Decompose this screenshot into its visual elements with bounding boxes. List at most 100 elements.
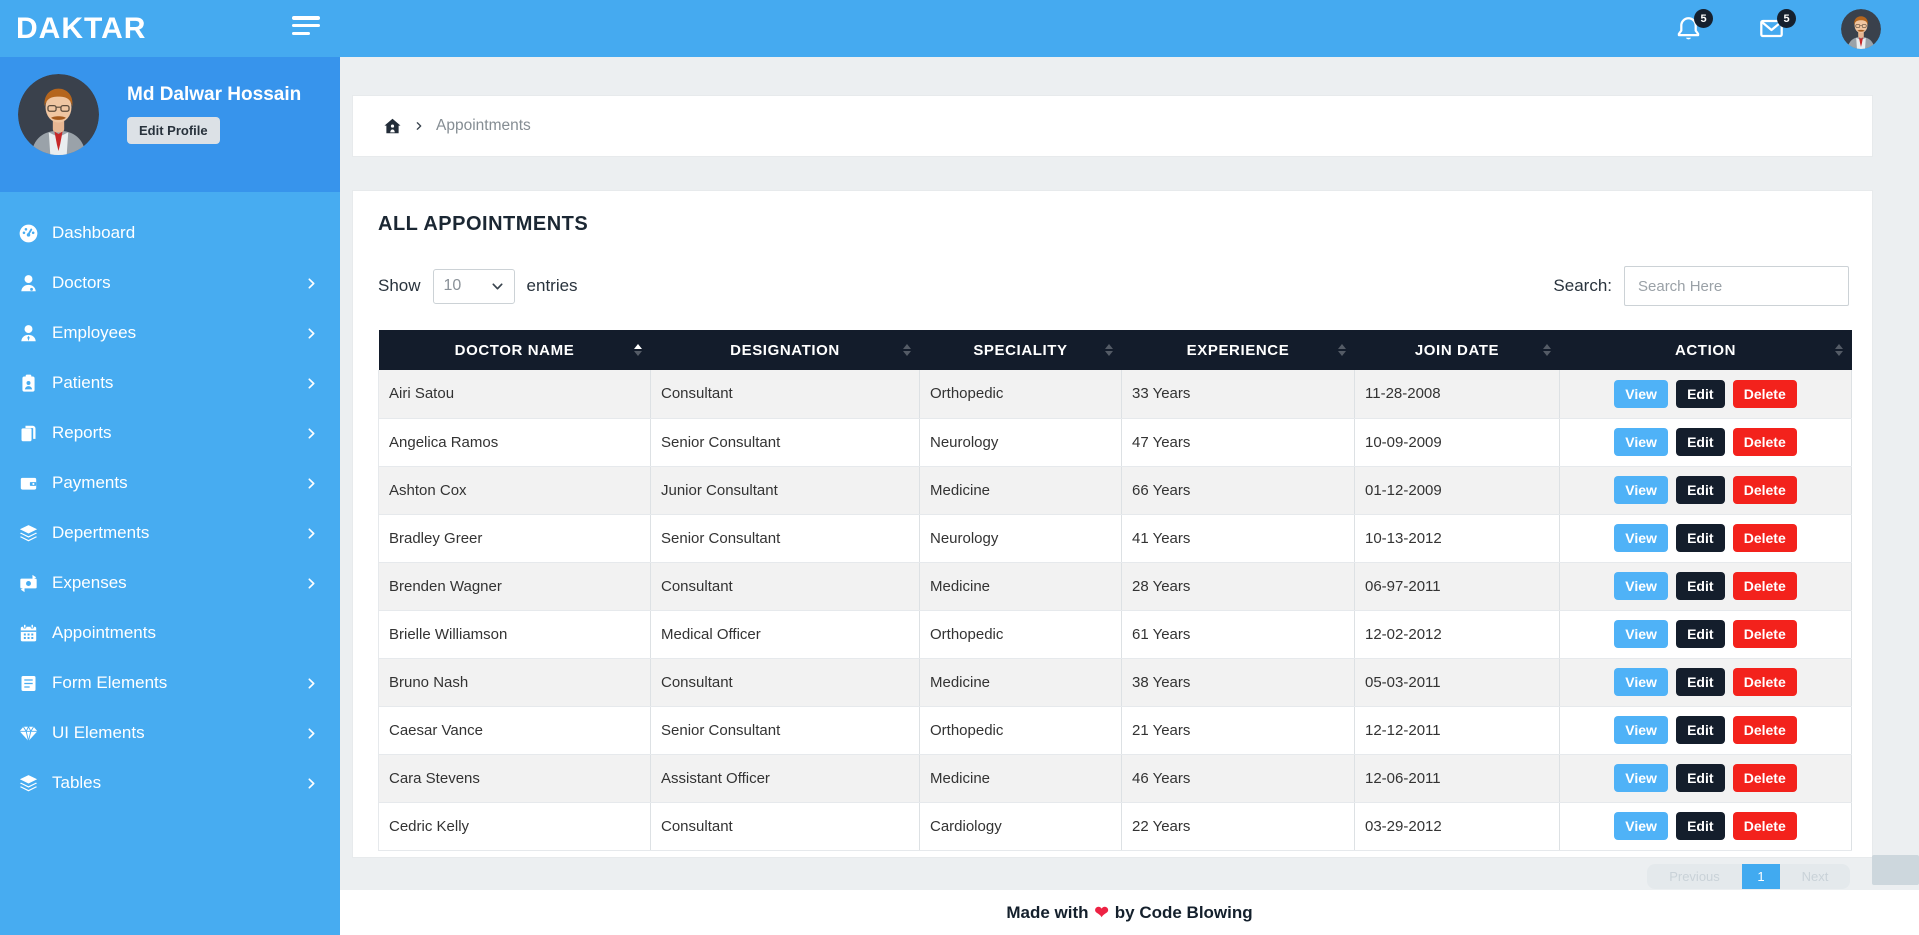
- messages-button[interactable]: 5: [1758, 9, 1796, 42]
- edit-button[interactable]: Edit: [1676, 524, 1725, 552]
- chevron-right-icon: [305, 727, 318, 740]
- chevron-right-icon: [305, 777, 318, 790]
- dashboard-icon: [18, 223, 39, 244]
- cell-experience: 46 Years: [1121, 754, 1355, 803]
- delete-button[interactable]: Delete: [1732, 476, 1797, 504]
- sidebar-item-label: Reports: [52, 423, 112, 442]
- sidebar-item-employees[interactable]: Employees: [0, 308, 340, 358]
- column-header-join-date[interactable]: JOIN DATE: [1354, 330, 1560, 370]
- column-header-speciality[interactable]: SPECIALITY: [919, 330, 1122, 370]
- edit-button[interactable]: Edit: [1676, 716, 1725, 744]
- edit-button[interactable]: Edit: [1676, 428, 1725, 456]
- view-button[interactable]: View: [1614, 379, 1668, 408]
- cell-experience: 41 Years: [1121, 514, 1355, 563]
- delete-button[interactable]: Delete: [1732, 572, 1797, 600]
- pagination-next-button[interactable]: Next: [1780, 864, 1850, 889]
- sidebar-item-patients[interactable]: Patients: [0, 358, 340, 408]
- cell-join-date: 12-06-2011: [1354, 754, 1560, 803]
- view-button[interactable]: View: [1614, 668, 1668, 696]
- entries-label: entries: [526, 276, 578, 295]
- hamburger-menu-icon[interactable]: [292, 16, 320, 36]
- sidebar-item-depertments[interactable]: Depertments: [0, 508, 340, 558]
- cell-doctor-name: Angelica Ramos: [378, 418, 651, 467]
- view-button[interactable]: View: [1614, 812, 1668, 840]
- delete-button[interactable]: Delete: [1732, 668, 1797, 696]
- sidebar-item-dashboard[interactable]: Dashboard: [0, 208, 340, 258]
- pagination: Previous 1 Next: [352, 864, 1850, 889]
- cell-designation: Senior Consultant: [650, 418, 920, 467]
- cell-doctor-name: Cedric Kelly: [378, 802, 651, 851]
- footer-text-suffix: by Code Blowing: [1114, 902, 1253, 922]
- profile-name: Md Dalwar Hossain: [127, 84, 302, 105]
- cell-action: View Edit Delete: [1559, 706, 1852, 755]
- edit-button[interactable]: Edit: [1676, 620, 1725, 648]
- sidebar-item-tables[interactable]: Tables: [0, 758, 340, 808]
- tables-icon: [18, 773, 39, 794]
- sidebar-item-expenses[interactable]: Expenses: [0, 558, 340, 608]
- delete-button[interactable]: Delete: [1732, 812, 1797, 840]
- delete-button[interactable]: Delete: [1732, 428, 1797, 456]
- cell-speciality: Orthopedic: [919, 370, 1122, 419]
- sidebar-item-label: Doctors: [52, 273, 111, 292]
- edit-button[interactable]: Edit: [1676, 572, 1725, 600]
- sort-icon: [1542, 344, 1551, 356]
- sidebar-item-label: Employees: [52, 323, 137, 342]
- entries-select[interactable]: 10: [432, 268, 515, 304]
- sidebar-item-label: Patients: [52, 373, 114, 392]
- sidebar-item-ui-elements[interactable]: UI Elements: [0, 708, 340, 758]
- home-icon[interactable]: [383, 117, 402, 136]
- delete-button[interactable]: Delete: [1732, 379, 1797, 408]
- sidebar-item-reports[interactable]: Reports: [0, 408, 340, 458]
- view-button[interactable]: View: [1614, 428, 1668, 456]
- delete-button[interactable]: Delete: [1732, 524, 1797, 552]
- delete-button[interactable]: Delete: [1732, 620, 1797, 648]
- edit-profile-button[interactable]: Edit Profile: [127, 117, 220, 144]
- edit-button[interactable]: Edit: [1676, 812, 1725, 840]
- cell-designation: Assistant Officer: [650, 754, 920, 803]
- cell-designation: Senior Consultant: [650, 706, 920, 755]
- cell-action: View Edit Delete: [1559, 658, 1852, 707]
- view-button[interactable]: View: [1614, 620, 1668, 648]
- sidebar-item-payments[interactable]: Payments: [0, 458, 340, 508]
- notifications-button[interactable]: 5: [1675, 9, 1713, 42]
- view-button[interactable]: View: [1614, 572, 1668, 600]
- pagination-page-1-button[interactable]: 1: [1742, 864, 1780, 889]
- delete-button[interactable]: Delete: [1732, 764, 1797, 792]
- sidebar-item-form-elements[interactable]: Form Elements: [0, 658, 340, 708]
- sidebar-item-label: UI Elements: [52, 723, 145, 742]
- view-button[interactable]: View: [1614, 764, 1668, 792]
- view-button[interactable]: View: [1614, 716, 1668, 744]
- cell-speciality: Medicine: [919, 466, 1122, 515]
- chevron-right-icon: [305, 577, 318, 590]
- edit-button[interactable]: Edit: [1676, 764, 1725, 792]
- sidebar-item-doctors[interactable]: Doctors: [0, 258, 340, 308]
- view-button[interactable]: View: [1614, 476, 1668, 504]
- cell-speciality: Orthopedic: [919, 610, 1122, 659]
- column-header-action[interactable]: ACTION: [1559, 330, 1852, 370]
- table-row: Airi Satou Consultant Orthopedic 33 Year…: [378, 370, 1852, 419]
- form-icon: [18, 673, 39, 694]
- brand-logo[interactable]: DAKTAR: [16, 11, 147, 45]
- cell-action: View Edit Delete: [1559, 562, 1852, 611]
- user-avatar[interactable]: [1841, 9, 1881, 49]
- delete-button[interactable]: Delete: [1732, 716, 1797, 744]
- cell-action: View Edit Delete: [1559, 418, 1852, 467]
- column-header-experience[interactable]: EXPERIENCE: [1121, 330, 1355, 370]
- table-header-row: DOCTOR NAME DESIGNATION SPECIALITY EXPERIEN…: [378, 330, 1852, 370]
- pagination-previous-button[interactable]: Previous: [1647, 864, 1742, 889]
- view-button[interactable]: View: [1614, 524, 1668, 552]
- edit-button[interactable]: Edit: [1676, 379, 1725, 408]
- sidebar-item-appointments[interactable]: Appointments: [0, 608, 340, 658]
- cell-doctor-name: Bruno Nash: [378, 658, 651, 707]
- edit-button[interactable]: Edit: [1676, 476, 1725, 504]
- sidebar: Md Dalwar Hossain Edit Profile Dashboard…: [0, 57, 340, 935]
- doctor-icon: [18, 273, 39, 294]
- scrollbar-thumb[interactable]: [1872, 855, 1919, 885]
- search-input[interactable]: [1624, 266, 1849, 306]
- column-header-designation[interactable]: DESIGNATION: [650, 330, 920, 370]
- avatar-image: [1841, 9, 1881, 49]
- column-header-doctor-name[interactable]: DOCTOR NAME: [378, 330, 651, 370]
- edit-button[interactable]: Edit: [1676, 668, 1725, 696]
- sort-icon: [1337, 344, 1346, 356]
